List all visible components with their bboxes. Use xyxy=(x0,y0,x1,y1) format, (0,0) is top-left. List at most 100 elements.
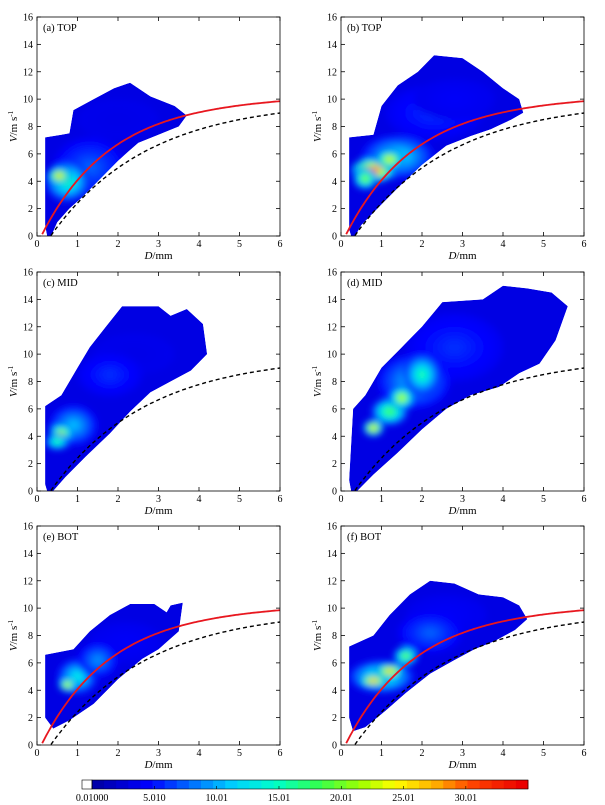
colorbar-segment xyxy=(152,780,166,789)
y-tick-label: 6 xyxy=(332,149,337,160)
colorbar-segment xyxy=(322,780,335,789)
density-contour xyxy=(54,440,60,444)
colorbar-segment xyxy=(261,780,275,789)
y-tick-label: 16 xyxy=(327,268,337,279)
x-tick-label: 2 xyxy=(116,748,121,759)
x-tick-label: 4 xyxy=(197,494,202,505)
y-tick-label: 2 xyxy=(28,459,33,470)
density-contour xyxy=(103,370,117,380)
y-tick-label: 16 xyxy=(23,13,33,24)
colorbar-segment xyxy=(334,780,347,789)
empirical-curve-dashed xyxy=(354,367,585,491)
y-tick-label: 6 xyxy=(28,404,33,415)
x-tick-label: 2 xyxy=(420,494,425,505)
density-contour xyxy=(370,679,377,682)
x-tick-label: 4 xyxy=(197,239,202,250)
y-tick-label: 14 xyxy=(327,40,337,51)
colorbar-segment xyxy=(213,780,226,789)
panel-title: (b) TOP xyxy=(347,23,381,34)
x-tick-label: 2 xyxy=(420,239,425,250)
y-tick-label: 8 xyxy=(332,122,337,133)
colorbar-tick-label: 15.01 xyxy=(268,793,291,804)
x-tick-label: 6 xyxy=(278,748,283,759)
y-tick-label: 8 xyxy=(28,122,33,133)
panel-title: (e) BOT xyxy=(43,532,79,543)
colorbar-segment xyxy=(406,780,420,789)
x-tick-label: 1 xyxy=(379,494,384,505)
x-axis-label: D/mm xyxy=(447,250,477,262)
density-contour xyxy=(73,673,82,681)
y-axis-label: V/m s-1 xyxy=(7,365,20,397)
y-tick-label: 12 xyxy=(23,322,33,333)
y-tick-label: 12 xyxy=(327,322,337,333)
y-tick-label: 6 xyxy=(28,149,33,160)
colorbar-segment xyxy=(431,780,444,789)
x-axis-label: D/mm xyxy=(143,759,173,771)
colorbar-segment xyxy=(455,780,468,789)
y-tick-label: 8 xyxy=(28,631,33,642)
x-axis-label: D/mm xyxy=(447,505,477,517)
colorbar-tick-label: 30.01 xyxy=(455,793,478,804)
y-tick-label: 16 xyxy=(327,522,337,533)
density-contour xyxy=(386,157,393,162)
x-tick-label: 5 xyxy=(237,494,242,505)
x-tick-label: 5 xyxy=(541,494,546,505)
fit-curve-red xyxy=(345,609,585,744)
density-contour xyxy=(362,176,368,181)
colorbar-segment xyxy=(249,780,262,789)
colorbar-tick-label: 0.01000 xyxy=(76,793,109,804)
colorbar-segment xyxy=(140,780,153,789)
x-tick-label: 1 xyxy=(379,239,384,250)
colorbar-segment xyxy=(479,780,493,789)
x-tick-label: 2 xyxy=(420,748,425,759)
x-tick-label: 4 xyxy=(197,748,202,759)
colorbar-segment xyxy=(346,780,359,789)
y-tick-label: 6 xyxy=(332,404,337,415)
density-region xyxy=(45,306,208,491)
colorbar-segment xyxy=(92,780,105,789)
x-tick-label: 0 xyxy=(35,239,40,250)
y-tick-label: 4 xyxy=(28,432,33,443)
y-axis-label: V/m s-1 xyxy=(311,365,324,397)
y-tick-label: 16 xyxy=(327,13,337,24)
x-tick-label: 5 xyxy=(541,239,546,250)
colorbar-tick-label: 20.01 xyxy=(330,793,353,804)
colorbar-segment xyxy=(491,780,505,789)
empirical-curve-dashed xyxy=(50,367,281,491)
x-tick-label: 1 xyxy=(75,494,80,505)
density-contour xyxy=(68,421,79,430)
y-tick-label: 0 xyxy=(332,741,337,752)
x-tick-label: 6 xyxy=(582,494,587,505)
x-tick-label: 3 xyxy=(460,748,465,759)
colorbar-frame xyxy=(91,779,529,790)
density-contour xyxy=(399,395,405,401)
x-tick-label: 2 xyxy=(116,239,121,250)
colorbar-segment xyxy=(104,780,117,789)
x-tick-label: 0 xyxy=(339,494,344,505)
y-axis-label: V/m s-1 xyxy=(311,110,324,142)
y-tick-label: 14 xyxy=(327,549,337,560)
y-tick-label: 2 xyxy=(332,713,337,724)
y-tick-label: 12 xyxy=(23,576,33,587)
density-contour xyxy=(386,408,394,415)
y-tick-label: 0 xyxy=(332,232,337,243)
colorbar-tick-label: 10.01 xyxy=(205,793,228,804)
y-tick-label: 14 xyxy=(23,40,33,51)
y-tick-label: 8 xyxy=(332,631,337,642)
colorbar-segment xyxy=(358,780,371,789)
x-tick-label: 6 xyxy=(582,239,587,250)
panel-title: (a) TOP xyxy=(43,23,77,34)
y-tick-label: 0 xyxy=(332,487,337,498)
x-tick-label: 1 xyxy=(379,748,384,759)
density-contour xyxy=(386,669,393,673)
y-tick-label: 6 xyxy=(332,658,337,669)
x-tick-label: 6 xyxy=(278,239,283,250)
panel-title: (f) BOT xyxy=(347,532,382,543)
y-tick-label: 8 xyxy=(28,377,33,388)
colorbar-segment xyxy=(310,780,323,789)
x-tick-label: 4 xyxy=(501,494,506,505)
x-tick-label: 3 xyxy=(460,494,465,505)
y-tick-label: 4 xyxy=(28,177,33,188)
